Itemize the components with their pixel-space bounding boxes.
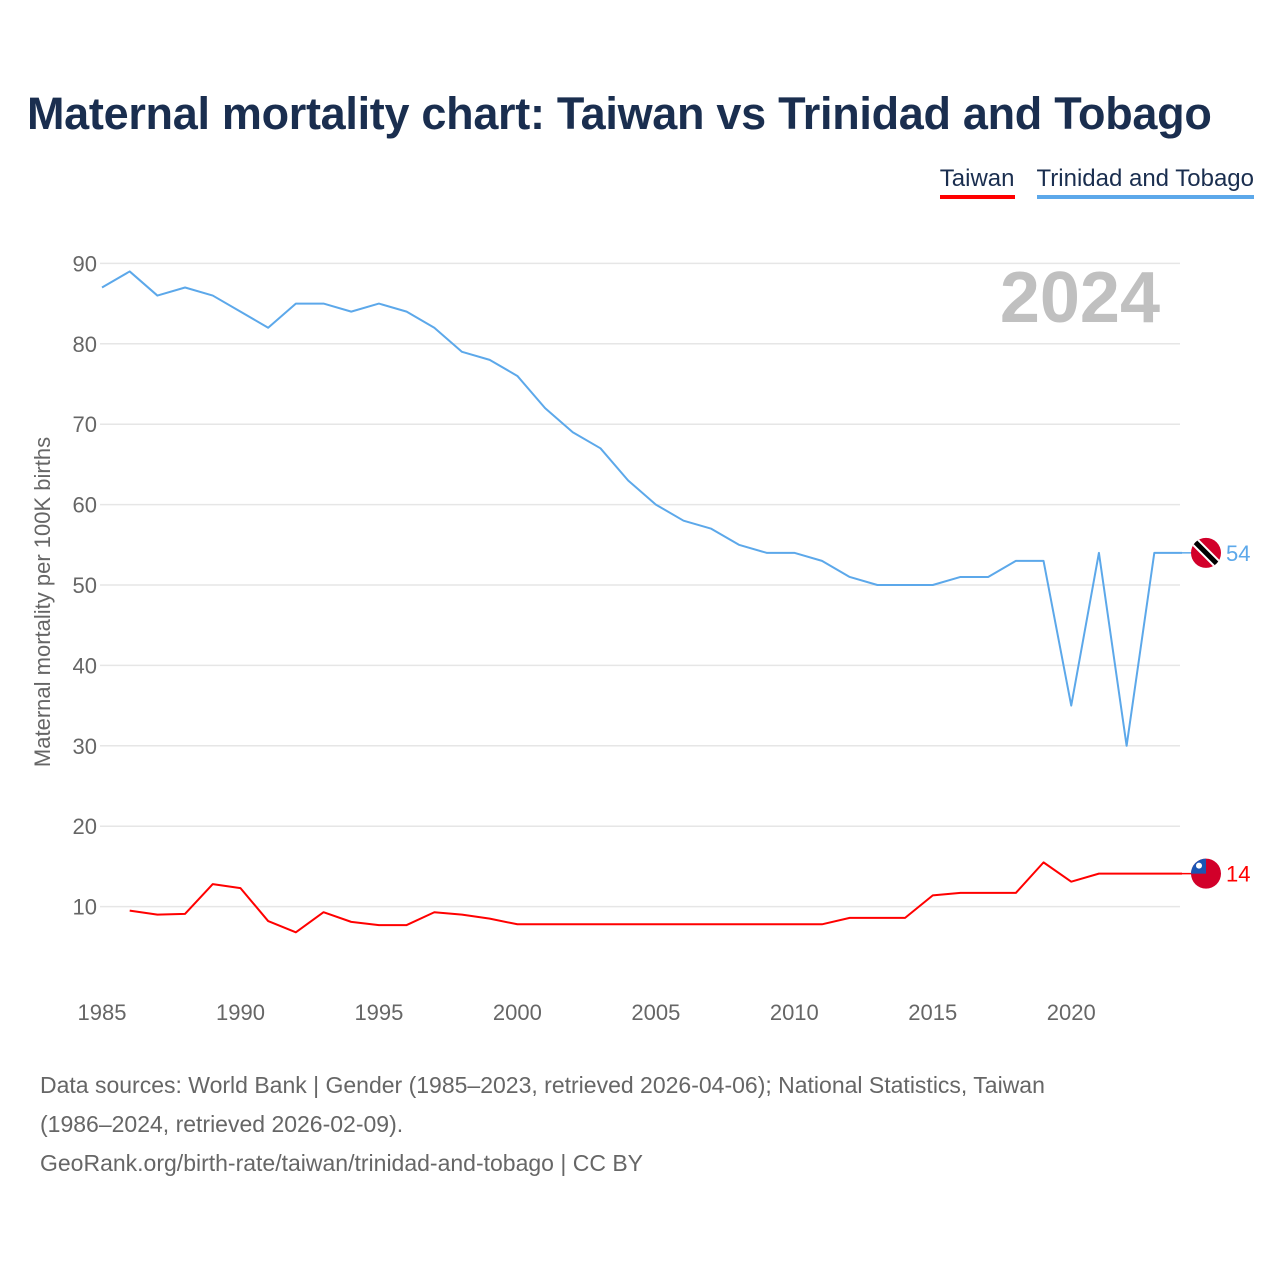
- footer-sources-cont: (1986–2024, retrieved 2026-02-09).: [40, 1111, 404, 1137]
- x-tick-label: 2000: [493, 1000, 542, 1025]
- x-tick-label: 2010: [770, 1000, 819, 1025]
- end-value-label: 54: [1226, 541, 1250, 566]
- y-tick-label: 40: [73, 653, 97, 678]
- end-value-label: 14: [1226, 862, 1250, 887]
- legend: Taiwan Trinidad and Tobago: [939, 165, 1254, 199]
- x-tick-label: 1990: [216, 1000, 265, 1025]
- y-tick-label: 50: [73, 573, 97, 598]
- x-tick-label: 1995: [354, 1000, 403, 1025]
- x-tick-label: 2005: [631, 1000, 680, 1025]
- x-tick-label: 1985: [78, 1000, 127, 1025]
- legend-item-taiwan[interactable]: Taiwan: [939, 165, 1015, 199]
- y-tick-label: 30: [73, 734, 97, 759]
- y-tick-label: 90: [73, 251, 97, 276]
- footer-link[interactable]: GeoRank.org/birth-rate/taiwan/trinidad-a…: [40, 1150, 644, 1176]
- y-axis-label: Maternal mortality per 100K births: [30, 437, 55, 767]
- y-tick-label: 10: [73, 895, 97, 920]
- y-tick-label: 70: [73, 412, 97, 437]
- y-tick-label: 20: [73, 814, 97, 839]
- series-line-taiwan: [129, 861, 1182, 934]
- footer-sources: Data sources: World Bank | Gender (1985–…: [40, 1072, 1045, 1098]
- series-line-trinidad-and-tobago: [101, 270, 1182, 747]
- chart-title: Maternal mortality chart: Taiwan vs Trin…: [27, 88, 1212, 139]
- x-tick-label: 2015: [908, 1000, 957, 1025]
- legend-item-trinidad-and-tobago[interactable]: Trinidad and Tobago: [1036, 165, 1254, 199]
- year-label: 2024: [1000, 258, 1160, 338]
- x-tick-label: 2020: [1047, 1000, 1096, 1025]
- y-tick-label: 80: [73, 332, 97, 357]
- flag-sun: [1196, 862, 1202, 869]
- y-tick-label: 60: [73, 493, 97, 518]
- footer: Data sources: World Bank | Gender (1985–…: [40, 1066, 1240, 1183]
